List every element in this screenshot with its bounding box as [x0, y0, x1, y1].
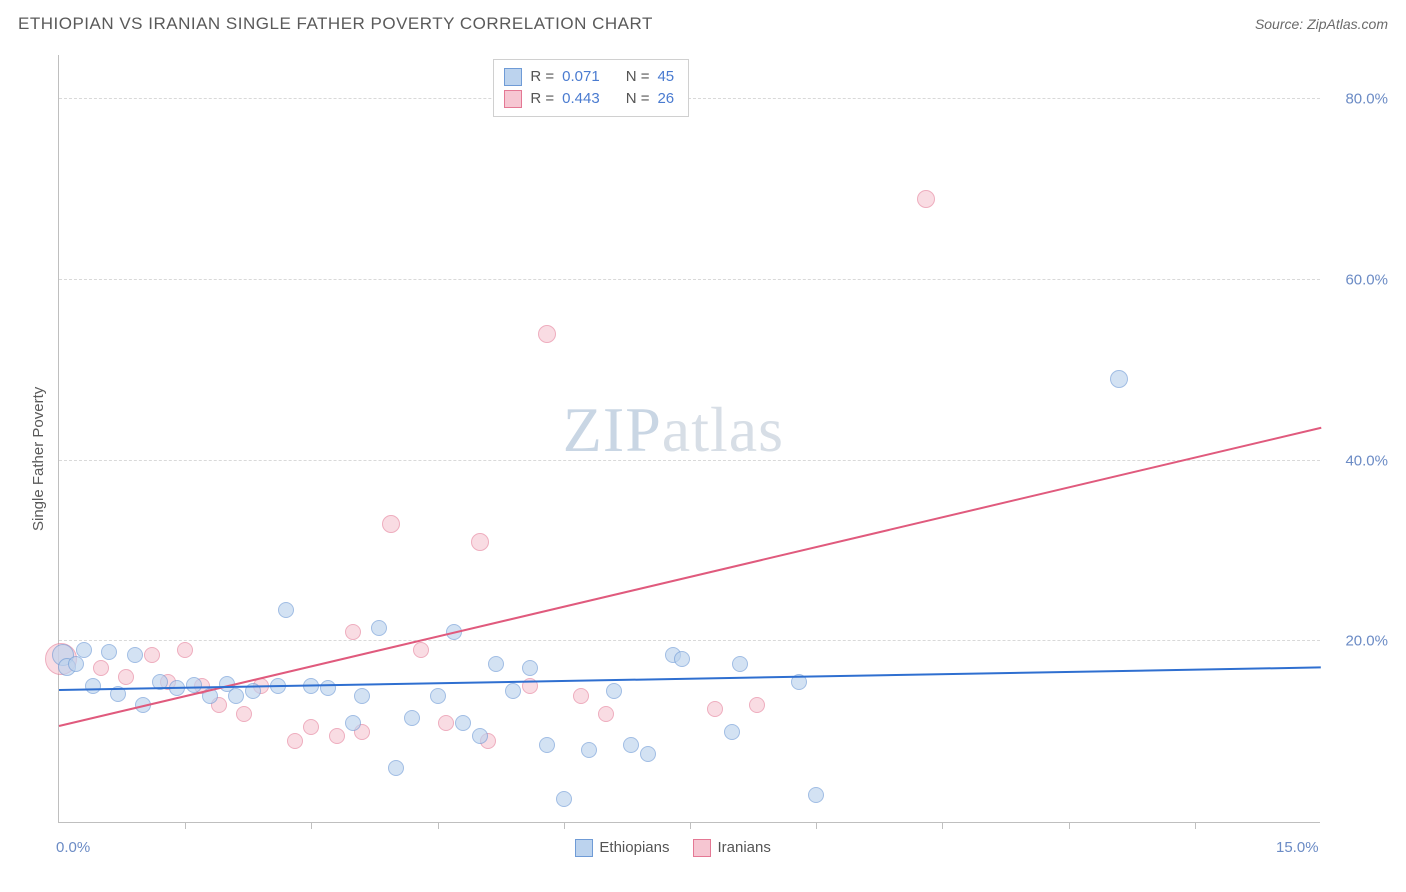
x-tick [690, 822, 691, 829]
data-point [228, 688, 244, 704]
data-point [606, 683, 622, 699]
legend-item: Ethiopians [575, 839, 669, 857]
legend-label: Iranians [717, 839, 770, 856]
data-point [438, 715, 454, 731]
data-point [93, 660, 109, 676]
legend-swatch [504, 68, 522, 86]
data-point [354, 688, 370, 704]
x-tick [564, 822, 565, 829]
data-point [85, 678, 101, 694]
data-point [472, 728, 488, 744]
legend-n-value: 45 [657, 66, 674, 88]
y-tick-label: 60.0% [1345, 271, 1388, 288]
data-point [320, 680, 336, 696]
data-point [430, 688, 446, 704]
data-point [177, 642, 193, 658]
data-point [127, 647, 143, 663]
data-point [573, 688, 589, 704]
legend-swatch [575, 839, 593, 857]
data-point [413, 642, 429, 658]
grid-line [59, 98, 1320, 99]
data-point [68, 656, 84, 672]
legend-row: R = 0.443 N = 26 [504, 88, 674, 110]
series-legend: Ethiopians Iranians [575, 839, 770, 857]
chart-header: ETHIOPIAN VS IRANIAN SINGLE FATHER POVER… [18, 14, 1388, 34]
grid-line [59, 460, 1320, 461]
x-tick [1195, 822, 1196, 829]
legend-n-label: N = [626, 66, 650, 88]
data-point [640, 746, 656, 762]
data-point [345, 715, 361, 731]
legend-r-label: R = [530, 88, 554, 110]
plot-area: 20.0%40.0%60.0%80.0% [58, 55, 1320, 823]
data-point [623, 737, 639, 753]
data-point [287, 733, 303, 749]
legend-n-label: N = [626, 88, 650, 110]
legend-r-label: R = [530, 66, 554, 88]
legend-r-value: 0.071 [562, 66, 600, 88]
legend-swatch [693, 839, 711, 857]
grid-line [59, 640, 1320, 641]
data-point [917, 190, 935, 208]
data-point [303, 719, 319, 735]
data-point [186, 677, 202, 693]
y-tick-label: 80.0% [1345, 91, 1388, 108]
legend-row: R = 0.071 N = 45 [504, 66, 674, 88]
legend-label: Ethiopians [599, 839, 669, 856]
data-point [732, 656, 748, 672]
x-axis-min-label: 0.0% [56, 839, 90, 856]
legend-n-value: 26 [657, 88, 674, 110]
data-point [144, 647, 160, 663]
trend-line [59, 427, 1321, 727]
data-point [488, 656, 504, 672]
data-point [329, 728, 345, 744]
legend-swatch [504, 90, 522, 108]
x-tick [942, 822, 943, 829]
data-point [538, 325, 556, 343]
data-point [522, 660, 538, 676]
data-point [724, 724, 740, 740]
data-point [505, 683, 521, 699]
x-axis-max-label: 15.0% [1276, 839, 1319, 856]
data-point [278, 602, 294, 618]
data-point [749, 697, 765, 713]
x-tick [311, 822, 312, 829]
y-axis-label: Single Father Poverty [30, 387, 47, 531]
x-tick [185, 822, 186, 829]
data-point [382, 515, 400, 533]
data-point [404, 710, 420, 726]
y-tick-label: 40.0% [1345, 452, 1388, 469]
data-point [236, 706, 252, 722]
chart-source: Source: ZipAtlas.com [1255, 16, 1388, 32]
chart-title: ETHIOPIAN VS IRANIAN SINGLE FATHER POVER… [18, 14, 653, 34]
data-point [598, 706, 614, 722]
data-point [118, 669, 134, 685]
y-tick-label: 20.0% [1345, 633, 1388, 650]
correlation-legend: R = 0.071 N = 45 R = 0.443 N = 26 [493, 59, 689, 117]
legend-item: Iranians [693, 839, 770, 857]
data-point [581, 742, 597, 758]
data-point [455, 715, 471, 731]
data-point [808, 787, 824, 803]
data-point [556, 791, 572, 807]
data-point [101, 644, 117, 660]
data-point [674, 651, 690, 667]
data-point [707, 701, 723, 717]
trend-line [59, 666, 1321, 691]
data-point [371, 620, 387, 636]
data-point [1110, 370, 1128, 388]
data-point [539, 737, 555, 753]
data-point [345, 624, 361, 640]
legend-r-value: 0.443 [562, 88, 600, 110]
x-tick [438, 822, 439, 829]
grid-line [59, 279, 1320, 280]
x-tick [816, 822, 817, 829]
x-tick [1069, 822, 1070, 829]
data-point [388, 760, 404, 776]
data-point [471, 533, 489, 551]
